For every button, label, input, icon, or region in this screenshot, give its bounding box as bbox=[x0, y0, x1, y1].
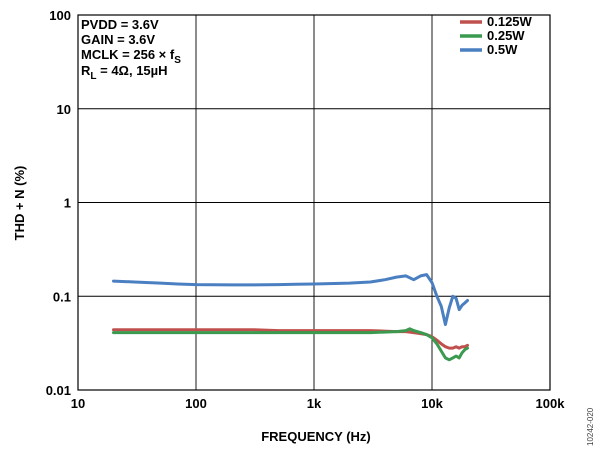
y-tick-label: 100 bbox=[49, 8, 71, 23]
x-tick-label: 100k bbox=[536, 396, 566, 411]
legend-label: 0.5W bbox=[487, 42, 518, 57]
x-tick-label: 1k bbox=[307, 396, 322, 411]
plot-frame bbox=[77, 14, 551, 391]
grid-lines bbox=[78, 15, 550, 390]
series-line-0.125W bbox=[112, 328, 469, 350]
condition-gain: GAIN = 3.6V bbox=[81, 32, 155, 47]
series-lines bbox=[112, 273, 469, 362]
condition-mclk: MCLK = 256 × fS bbox=[81, 47, 181, 66]
y-tick-label: 1 bbox=[64, 196, 71, 211]
x-tick-label: 10 bbox=[71, 396, 85, 411]
condition-mclk-sub: S bbox=[174, 55, 181, 66]
figure-number: 10242-020 bbox=[586, 407, 595, 446]
series-line-0.5W bbox=[112, 273, 469, 326]
legend-label: 0.125W bbox=[487, 14, 533, 29]
x-tick-labels: 10 100 1k 10k 100k bbox=[71, 396, 565, 411]
condition-load-sub: L bbox=[90, 71, 96, 82]
y-tick-labels: 0.01 0.1 1 10 100 bbox=[46, 8, 71, 398]
condition-mclk-main: MCLK = 256 × f bbox=[81, 47, 175, 62]
y-tick-label: 0.01 bbox=[46, 383, 71, 398]
y-axis-title: THD + N (%) bbox=[12, 166, 27, 241]
condition-load-rest: = 4Ω, 15µH bbox=[97, 63, 168, 78]
x-axis-title: FREQUENCY (Hz) bbox=[261, 429, 371, 444]
y-tick-label: 0.1 bbox=[53, 289, 71, 304]
condition-load: RL = 4Ω, 15µH bbox=[81, 63, 168, 82]
condition-load-main: R bbox=[81, 63, 91, 78]
conditions-box: PVDD = 3.6V GAIN = 3.6V MCLK = 256 × fS … bbox=[81, 17, 181, 82]
y-tick-label: 10 bbox=[57, 102, 71, 117]
series-line-0.25W bbox=[112, 327, 469, 362]
legend-label: 0.25W bbox=[487, 28, 525, 43]
condition-pvdd: PVDD = 3.6V bbox=[81, 17, 159, 32]
x-tick-label: 10k bbox=[421, 396, 443, 411]
x-tick-label: 100 bbox=[185, 396, 207, 411]
